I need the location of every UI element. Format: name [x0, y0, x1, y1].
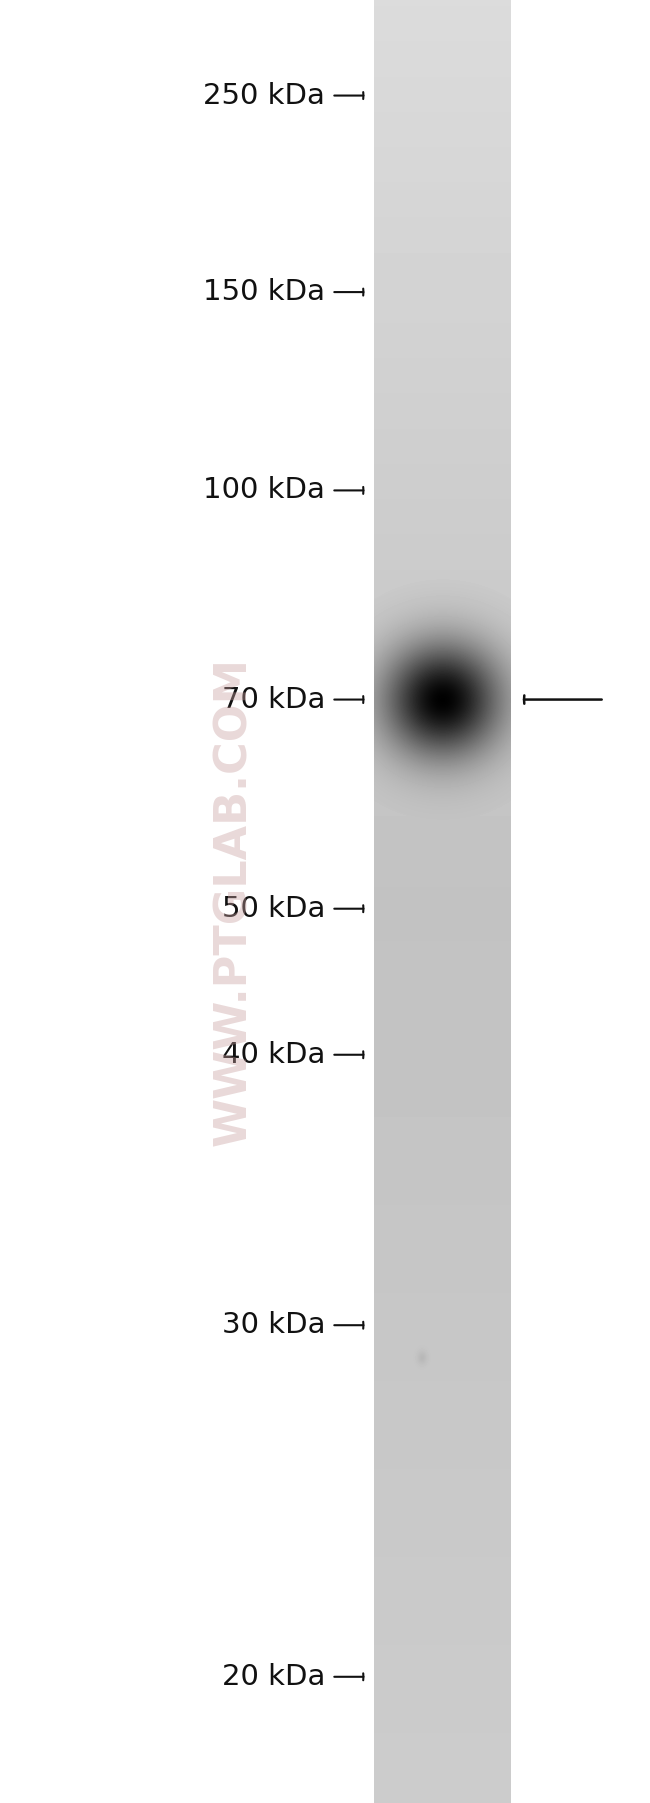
Text: 70 kDa: 70 kDa [222, 685, 325, 714]
Text: 100 kDa: 100 kDa [203, 476, 325, 505]
Text: 30 kDa: 30 kDa [222, 1311, 325, 1340]
Text: 20 kDa: 20 kDa [222, 1662, 325, 1691]
Text: 250 kDa: 250 kDa [203, 81, 325, 110]
Text: WWW.PTGLAB.COM: WWW.PTGLAB.COM [213, 656, 255, 1147]
Text: 150 kDa: 150 kDa [203, 278, 325, 307]
Text: 40 kDa: 40 kDa [222, 1040, 325, 1069]
Text: 50 kDa: 50 kDa [222, 894, 325, 923]
